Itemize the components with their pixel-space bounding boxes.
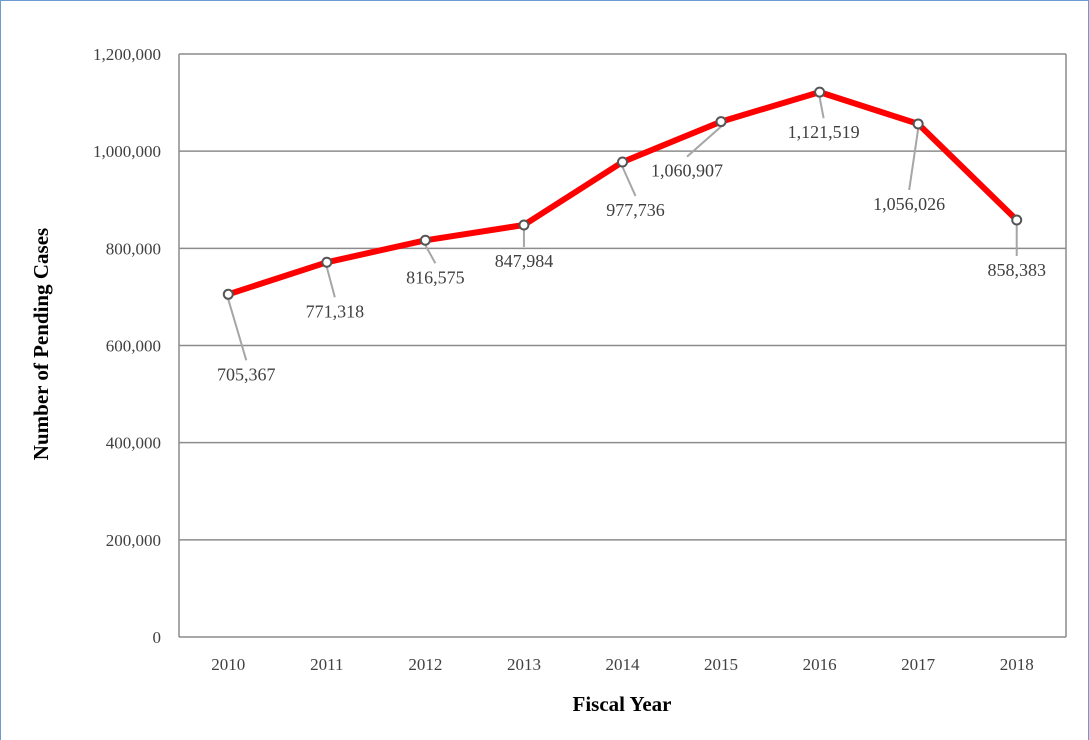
data-label: 1,121,519 xyxy=(788,122,860,142)
y-axis-title: Number of Pending Cases xyxy=(29,228,53,460)
x-tick-label: 2017 xyxy=(901,655,936,674)
data-point xyxy=(419,234,431,246)
x-tick-labels: 2010 2011 2012 2013 2014 2015 2016 2017 2018 xyxy=(211,655,1033,674)
data-markers xyxy=(222,86,1023,300)
x-tick-label: 2013 xyxy=(507,655,541,674)
leader-line xyxy=(325,267,336,298)
x-tick-label: 2011 xyxy=(310,655,343,674)
leader-line xyxy=(818,96,825,119)
data-label: 1,060,907 xyxy=(651,161,723,181)
data-label: 771,318 xyxy=(306,301,365,321)
leader-line xyxy=(227,299,248,361)
data-label: 705,367 xyxy=(217,364,276,384)
y-tick-label: 0 xyxy=(153,628,162,647)
axes xyxy=(178,54,1067,638)
data-point xyxy=(321,256,333,268)
y-tick-label: 600,000 xyxy=(106,337,161,356)
y-tick-label: 200,000 xyxy=(106,531,161,550)
data-label: 816,575 xyxy=(406,267,465,287)
data-point xyxy=(617,156,628,168)
y-tick-labels: 0 200,000 400,000 600,000 800,000 1,000,000 1,… xyxy=(93,45,161,647)
leader-line xyxy=(621,166,637,197)
x-axis-title: Fiscal Year xyxy=(573,692,672,716)
leader-lines xyxy=(227,96,1018,361)
x-tick-label: 2010 xyxy=(211,655,245,674)
x-tick-label: 2012 xyxy=(408,655,442,674)
leader-line xyxy=(908,128,920,191)
data-label: 1,056,026 xyxy=(873,194,945,214)
x-tick-label: 2014 xyxy=(606,655,641,674)
y-tick-label: 1,000,000 xyxy=(93,142,161,161)
gridlines xyxy=(179,53,1066,541)
data-label: 977,736 xyxy=(606,200,665,220)
y-tick-label: 400,000 xyxy=(106,434,161,453)
leader-line xyxy=(424,244,437,264)
x-tick-label: 2015 xyxy=(704,655,738,674)
data-point xyxy=(1011,214,1023,226)
data-point xyxy=(814,86,826,98)
data-point xyxy=(715,116,727,128)
x-tick-label: 2018 xyxy=(1000,655,1034,674)
y-tick-label: 1,200,000 xyxy=(93,45,161,64)
data-label: 847,984 xyxy=(495,251,554,271)
data-point xyxy=(912,118,924,130)
leader-line xyxy=(686,125,722,158)
y-tick-label: 800,000 xyxy=(106,239,161,258)
data-labels: 705,367 771,318 816,575 847,984 977,736 1,060… xyxy=(217,122,1046,384)
data-label: 858,383 xyxy=(987,260,1046,280)
x-tick-label: 2016 xyxy=(803,655,837,674)
data-point xyxy=(518,219,530,231)
data-point xyxy=(222,288,234,300)
